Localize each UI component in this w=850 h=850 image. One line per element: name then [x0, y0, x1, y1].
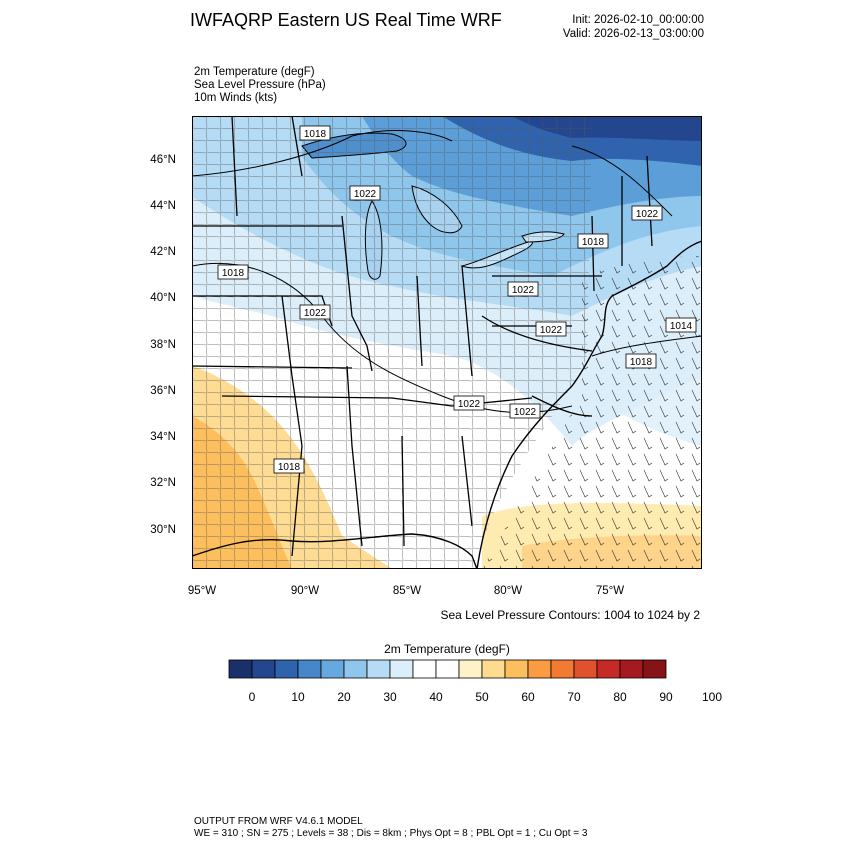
map-frame: [192, 116, 702, 569]
colorbar-box: [366, 659, 391, 679]
pressure-label: 1022: [458, 399, 481, 410]
lat-label: 32°N: [150, 477, 176, 489]
colorbar-tick-label: 40: [429, 690, 443, 704]
lon-label: 80°W: [493, 585, 523, 597]
colorbar: [228, 659, 667, 679]
lat-label: 36°N: [150, 385, 176, 397]
colorbar-box: [619, 659, 644, 679]
colorbar-box: [596, 659, 621, 679]
pressure-label: 1018: [630, 357, 653, 368]
colorbar-box: [573, 659, 598, 679]
lon-label: 85°W: [392, 585, 422, 597]
lon-label: 90°W: [290, 585, 320, 597]
colorbar-box: [504, 659, 529, 679]
lon-label: 95°W: [187, 585, 217, 597]
pressure-label: 1018: [222, 268, 245, 279]
lat-label: 46°N: [150, 154, 176, 166]
coastline: [192, 240, 702, 569]
field-winds: 10m Winds (kts): [194, 92, 278, 104]
pressure-label: 1022: [636, 209, 659, 220]
colorbar-tick-label: 10: [291, 690, 305, 704]
colorbar-box: [642, 659, 667, 679]
lat-label: 30°N: [150, 524, 176, 536]
run-times: Init: 2026-02-10_00:00:00 Valid: 2026-02…: [563, 13, 704, 41]
colorbar-box: [320, 659, 345, 679]
colorbar-tick-label: 50: [475, 690, 489, 704]
field-pressure: Sea Level Pressure (hPa): [194, 79, 326, 91]
valid-time: Valid: 2026-02-13_03:00:00: [562, 28, 704, 40]
colorbar-title: 2m Temperature (degF): [384, 642, 510, 656]
lat-label: 44°N: [150, 200, 176, 212]
colorbar-box: [297, 659, 322, 679]
pressure-label: 1022: [540, 325, 563, 336]
contour-note: Sea Level Pressure Contours: 1004 to 102…: [440, 608, 701, 622]
colorbar-box: [458, 659, 483, 679]
colorbar-box: [343, 659, 368, 679]
colorbar-tick-label: 30: [383, 690, 397, 704]
colorbar-box: [435, 659, 460, 679]
lat-label: 42°N: [150, 246, 176, 258]
model-version: OUTPUT FROM WRF V4.6.1 MODEL: [194, 816, 363, 827]
colorbar-tick-label: 100: [701, 690, 723, 704]
colorbar-tick-label: 60: [521, 690, 535, 704]
colorbar-box: [412, 659, 437, 679]
pressure-label: 1022: [304, 308, 327, 319]
pressure-label: 1018: [278, 462, 301, 473]
lat-label: 38°N: [150, 339, 176, 351]
state-boundaries: [192, 116, 653, 557]
field-temperature: 2m Temperature (degF): [194, 66, 315, 78]
pressure-label: 1022: [514, 407, 537, 418]
colorbar-box: [228, 659, 253, 679]
lon-label: 75°W: [595, 585, 625, 597]
pressure-label: 1022: [512, 285, 535, 296]
colorbar-box: [251, 659, 276, 679]
wind-barbs: [482, 256, 702, 569]
init-time: Init: 2026-02-10_00:00:00: [572, 14, 704, 26]
pressure-label-boxes: [217, 125, 697, 474]
model-info: OUTPUT FROM WRF V4.6.1 MODEL WE = 310 ; …: [194, 816, 587, 840]
county-boundaries: [192, 116, 592, 569]
colorbar-tick-label: 0: [248, 690, 256, 704]
lat-label: 34°N: [150, 431, 176, 443]
lat-label: 40°N: [150, 292, 176, 304]
field-list: 2m Temperature (degF) Sea Level Pressure…: [194, 66, 326, 105]
colorbar-box: [550, 659, 575, 679]
colorbar-tick-label: 20: [337, 690, 351, 704]
pressure-label: 1018: [304, 129, 327, 140]
forecast-map: 1018 1022 1018 1022 1022 1022 1018 1014 …: [192, 116, 702, 569]
map-title: IWFAQRP Eastern US Real Time WRF: [190, 10, 502, 30]
colorbar-box: [274, 659, 299, 679]
pressure-label: 1018: [582, 237, 605, 248]
pressure-label: 1014: [670, 321, 693, 332]
colorbar-tick-label: 70: [567, 690, 581, 704]
pressure-label: 1022: [354, 189, 377, 200]
colorbar-tick-label: 80: [613, 690, 627, 704]
colorbar-box: [481, 659, 506, 679]
model-config: WE = 310 ; SN = 275 ; Levels = 38 ; Dis …: [194, 828, 588, 839]
colorbar-box: [527, 659, 552, 679]
colorbar-tick-label: 90: [659, 690, 673, 704]
colorbar-box: [389, 659, 414, 679]
